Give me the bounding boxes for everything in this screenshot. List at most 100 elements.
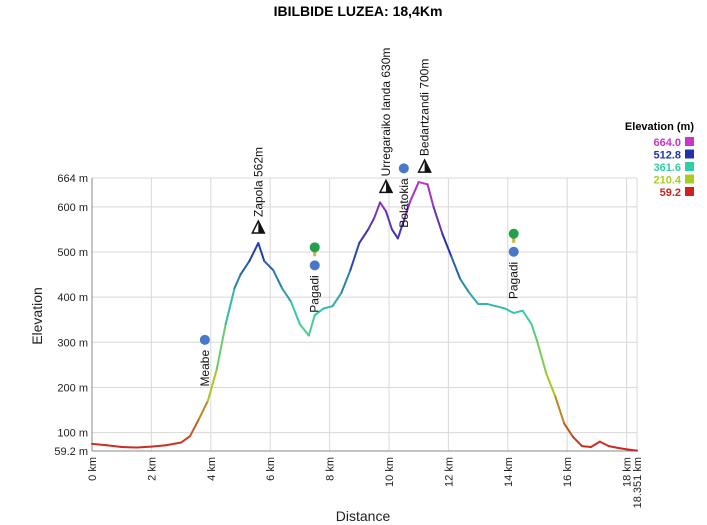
profile-segment [165,441,183,447]
x-axis: 0 km 2 km 4 km 6 km 8 km 10 km 12 km 14 km 16 km… [87,457,644,508]
y-axis-title: Elevation [29,287,45,345]
legend-swatch [685,149,694,159]
annotation-label: Bedartzandi 700m [418,59,432,156]
legend-item: 512.8 [653,149,694,162]
legend-item: 210.4 [653,174,694,187]
profile-segment [150,444,168,448]
annotation-label: Bolatokia [397,178,411,228]
profile-segment [512,309,524,314]
legend-swatch [685,174,694,184]
profile-segment [239,260,251,276]
profile-segment [197,399,209,421]
profile-segment [385,210,393,231]
x-tick-label: 6 km [265,457,277,481]
annotation-label: Pagadi [308,275,322,312]
annotations: Zapola 562m Urregaraiko landa 630m Bedartz… [198,48,521,387]
profile-segment [485,302,497,308]
annotation-label: Pagadi [507,262,521,299]
annotation-label: Meabe [198,350,212,387]
profile-segment [441,232,453,258]
x-tick-label: 18 km [622,457,634,487]
annotation: Pagadi [507,228,521,299]
profile-segment [298,323,310,337]
profile-segment [257,242,266,263]
legend-item: 664.0 [653,137,694,149]
legend-label: 512.8 [653,150,681,162]
legend-label: 59.2 [660,187,681,199]
profile-segment [248,242,260,263]
annotation: Zapola 562m [251,147,266,234]
profile-segment [322,305,334,310]
profile-segment [417,181,429,186]
x-axis-title: Distance [336,508,391,524]
legend-label: 210.4 [653,175,681,187]
profile-segment [563,422,575,439]
profile-segment [307,314,316,337]
profile-segment [468,291,480,305]
water-drop-icon [398,163,409,174]
legend-swatch [685,162,694,171]
peak-icon [417,158,432,173]
profile-segment [545,372,557,398]
profile-segment [390,228,399,240]
profile-segment [215,323,227,371]
y-tick-label: 664 m [57,173,88,185]
annotation: Bedartzandi 700m [417,59,432,173]
annotation: Pagadi [308,242,322,313]
annotation: Urregaraiko landa 630m [378,48,394,194]
x-tick-label: 4 km [206,457,218,481]
legend-item: 59.2 [660,187,694,199]
profile-segment [521,309,533,326]
profile-segment [408,181,420,204]
profile-segment [281,287,292,303]
profile-segment [426,183,435,208]
legend-label: 361.6 [653,162,681,174]
x-tick-label: 16 km [562,457,574,487]
y-tick-label: 300 m [57,337,88,349]
profile-segment [224,287,236,326]
profile-segment [233,273,242,290]
profile-segment [289,300,301,326]
profile-segment [619,447,631,451]
water-drop-icon [199,334,210,345]
profile-segment [105,444,123,449]
x-tick-label: 8 km [325,457,337,481]
y-tick-label: 400 m [57,292,88,304]
x-tick-label: 18.351 km [632,457,644,508]
legend-item: 361.6 [653,162,694,174]
x-tick-label: 0 km [87,457,99,481]
profile-segment [598,440,610,448]
profile-segment [379,201,388,213]
profile-segment [628,448,638,452]
legend-swatch [685,187,694,196]
elevation-profile [91,181,638,452]
y-tick-label: 59.2 m [54,446,88,458]
peak-icon [251,219,266,234]
profile-segment [349,242,361,272]
profile-segment [331,291,343,308]
profile-segment [554,395,566,425]
profile-segment [572,436,584,448]
x-tick-label: 10 km [384,457,396,487]
profile-segment [135,445,153,449]
profile-segment [503,307,515,314]
profile-segment [206,368,218,402]
annotation-label: Zapola 562m [251,147,265,217]
profile-segment [459,278,471,294]
annotation: Meabe [198,334,212,387]
annotation: Bolatokia [397,163,411,228]
profile-segment [494,305,506,310]
profile-segment [91,442,108,447]
peak-icon [378,178,394,194]
profile-segment [189,418,200,438]
legend-swatch [685,137,694,146]
profile-segment [589,440,601,449]
profile-segment [581,445,592,449]
profile-segment [536,341,548,375]
y-axis: 59.2 m 100 m 200 m 300 m 400 m 500 m 600 m 664 … [54,173,88,458]
profile-segment [263,260,275,272]
profile-segment [396,219,405,240]
legend-label: 664.0 [653,137,681,149]
